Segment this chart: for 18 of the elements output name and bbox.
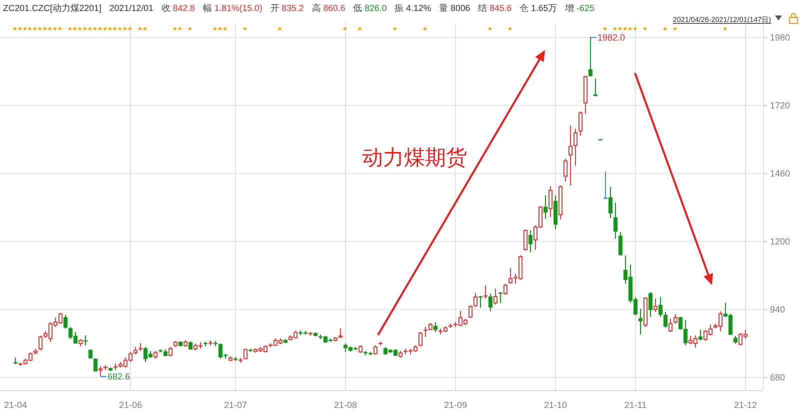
annotation: 动力煤期货 <box>362 146 468 170</box>
x-tick-label: 21-06 <box>118 400 142 410</box>
y-tick-label: 1200 <box>770 236 790 246</box>
x-tick-label: 21-07 <box>224 400 248 410</box>
x-tick-label: 21-11 <box>624 400 647 410</box>
x-tick-label: 21-09 <box>444 400 468 410</box>
y-tick-label: 1980 <box>770 32 790 42</box>
x-tick-label: 21-12 <box>734 400 758 410</box>
chart-title: ZC201.CZC[动力煤2201] <box>3 3 102 13</box>
annotation: 1982.0 <box>598 32 626 42</box>
y-tick-label: 1720 <box>770 100 790 110</box>
x-tick-label: 21-08 <box>334 400 358 410</box>
y-tick-label: 940 <box>770 304 786 314</box>
x-tick-label: 21-04 <box>4 400 28 410</box>
annotation: 682.6 <box>108 372 130 382</box>
y-tick-label: 1460 <box>770 168 790 178</box>
x-tick-label: 21-10 <box>544 400 568 410</box>
y-tick-label: 680 <box>770 372 786 382</box>
